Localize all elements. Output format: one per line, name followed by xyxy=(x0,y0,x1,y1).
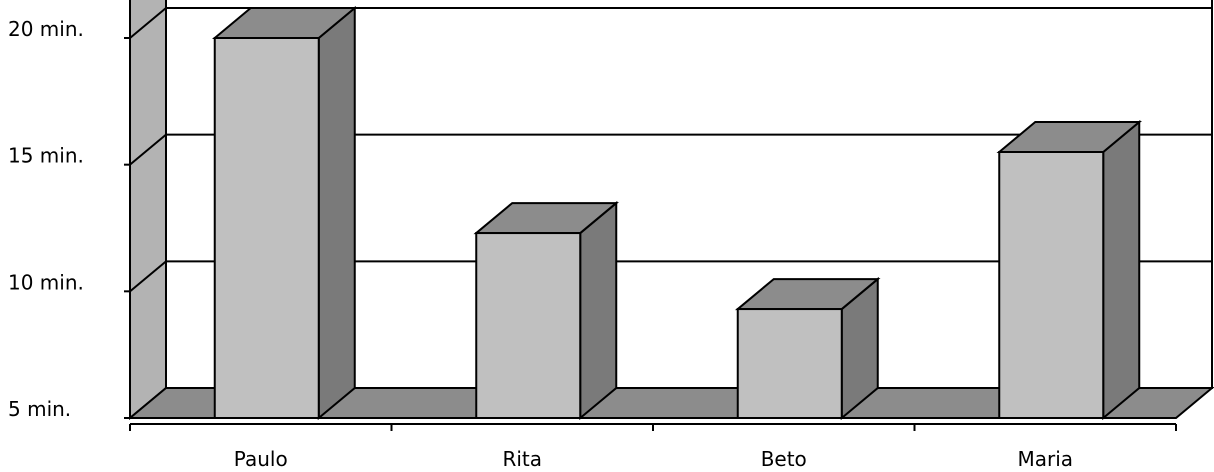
y-tick-label: 20 min. xyxy=(8,17,84,41)
y-tick-label: 10 min. xyxy=(8,270,84,294)
side-wall xyxy=(129,0,167,421)
bar xyxy=(734,276,881,421)
bar-side xyxy=(1102,119,1141,421)
bar-side xyxy=(317,5,356,421)
bar-front xyxy=(475,232,582,419)
bar-side xyxy=(579,200,618,421)
category-label: Beto xyxy=(761,447,807,471)
category-label: Rita xyxy=(502,447,542,471)
category-label: Paulo xyxy=(234,447,288,471)
bar xyxy=(996,119,1143,421)
bar-front xyxy=(213,37,320,419)
category-label: Maria xyxy=(1017,447,1073,471)
gridline-side xyxy=(129,133,167,166)
bar xyxy=(473,200,620,421)
bar xyxy=(211,5,358,421)
bar-front xyxy=(998,151,1105,419)
gridline-side xyxy=(129,260,167,293)
bar-front xyxy=(736,308,843,420)
y-tick-label: 5 min. xyxy=(8,397,71,421)
y-tick-label: 15 min. xyxy=(8,144,84,168)
gridline-side xyxy=(129,7,167,39)
